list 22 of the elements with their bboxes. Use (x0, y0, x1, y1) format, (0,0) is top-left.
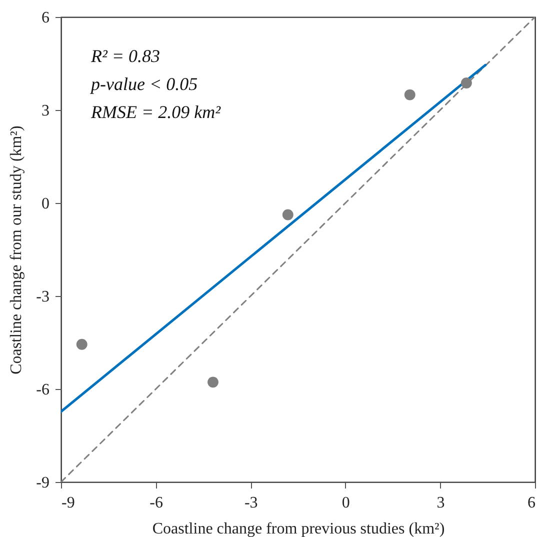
y-tick-label: -3 (36, 288, 50, 306)
x-tick-label: -9 (62, 494, 75, 512)
y-tick-label: -9 (36, 474, 50, 492)
annotation: R² = 0.83 (90, 46, 160, 66)
x-tick-label: 6 (528, 494, 536, 512)
y-tick-label: 0 (42, 196, 50, 212)
point (76, 338, 88, 350)
x-axis-title: Coastline change from previous studies (km²) (152, 520, 445, 537)
annotation: RMSE = 2.09 km² (90, 102, 222, 122)
x-tick-label: 3 (436, 494, 445, 512)
point (208, 376, 218, 388)
point (460, 78, 472, 88)
annotation: p-value < 0.05 (89, 74, 198, 94)
y-tick-label: -6 (36, 382, 50, 398)
y-tick-label: 3 (42, 102, 50, 120)
x-tick-label: -6 (150, 494, 163, 512)
y-tick-label: 6 (42, 10, 50, 26)
x-tick-label: -3 (244, 494, 258, 512)
point (282, 209, 294, 220)
y-axis-title: Coastline change from our study (km²) (8, 126, 26, 374)
x-tick-label: 0 (342, 494, 350, 512)
point (404, 89, 416, 100)
